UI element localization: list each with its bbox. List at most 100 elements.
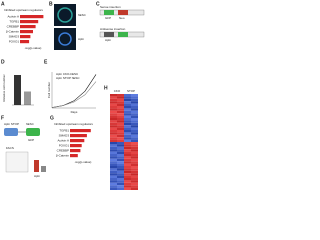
heatmap-cell	[117, 187, 124, 190]
heatmap-cell	[124, 137, 131, 140]
heatmap-cell	[117, 130, 124, 133]
heatmap-cell	[124, 122, 131, 126]
line-series	[51, 81, 97, 108]
heatmap-cell	[131, 173, 138, 176]
heatmap-cell	[117, 146, 124, 150]
heatmap-cell	[117, 168, 124, 171]
heatmap-cell	[117, 161, 124, 164]
heatmap-cell	[110, 161, 117, 164]
heatmap-cell	[110, 122, 117, 126]
category-label: TGFB1	[59, 128, 69, 132]
heatmap-cell	[117, 98, 124, 102]
category-label: FOXO1	[9, 39, 20, 43]
apln-box	[104, 32, 114, 37]
heatmap-cell	[131, 96, 138, 99]
heatmap-cell	[131, 115, 138, 118]
heatmap-cell	[110, 180, 117, 183]
heatmap-cell	[124, 158, 131, 162]
figure: A B C D E F G H Inhibited upstream regulators Act…	[1, 1, 145, 190]
heatmap-cell	[117, 115, 124, 118]
axis-label: Days	[71, 110, 78, 114]
heatmap-cell	[117, 125, 124, 128]
heatmap-cell	[117, 166, 124, 169]
facs-plot	[5, 151, 29, 173]
heatmap-cell	[110, 98, 117, 102]
heatmap-cell	[131, 118, 138, 121]
heatmap-cell	[110, 94, 117, 97]
heatmap-cell	[117, 156, 124, 159]
panel-letter: A	[1, 1, 5, 7]
category-label: SMAD3	[9, 34, 20, 38]
heatmap-cell	[117, 149, 124, 152]
heatmap-cell	[117, 103, 124, 106]
column-label: STOP	[127, 89, 135, 93]
heatmap-cell	[131, 127, 138, 130]
heatmap-cell	[124, 161, 131, 164]
heatmap-cell	[124, 187, 131, 190]
image-label: Apln	[78, 37, 84, 41]
heatmap-cell	[110, 166, 117, 169]
heatmap-cell	[117, 122, 124, 126]
heatmap-cell	[124, 134, 131, 138]
heatmap-cell	[131, 170, 138, 174]
heatmap-cell	[110, 144, 117, 147]
heatmap-cell	[131, 146, 138, 150]
gfp-box	[104, 10, 114, 15]
heatmap-cell	[124, 103, 131, 106]
category-label: Activin A	[7, 14, 19, 18]
neo-box	[118, 10, 128, 15]
heatmap-cell	[110, 146, 117, 150]
heatmap-cell	[110, 118, 117, 121]
heatmap-cell	[117, 154, 124, 157]
panel-letter: D	[1, 59, 5, 65]
bar	[20, 40, 30, 44]
heatmap-cell	[131, 137, 138, 140]
bar	[20, 30, 33, 34]
heatmap-cell	[117, 158, 124, 162]
heatmap-cell	[117, 170, 124, 174]
heatmap-cell	[131, 94, 138, 97]
category-label: SMAD3	[59, 133, 70, 137]
heatmap-cell	[117, 96, 124, 99]
heatmap-cell	[131, 166, 138, 169]
heatmap-cell	[131, 139, 138, 142]
heatmap-cell	[124, 163, 131, 166]
heatmap-cell	[110, 149, 117, 152]
heatmap-cell	[110, 101, 117, 104]
heatmap-cell	[117, 178, 124, 181]
heatmap-cell	[117, 132, 124, 135]
panel-title: Inhibited upstream regulators	[4, 8, 43, 12]
heatmap-cell	[117, 134, 124, 138]
heatmap-cell	[131, 163, 138, 166]
category-label: Activin A	[57, 138, 69, 142]
heatmap-cell	[131, 168, 138, 171]
heatmap-cell	[117, 142, 124, 145]
heatmap-cell	[124, 156, 131, 159]
heatmap-cell	[124, 178, 131, 181]
legend-label: Apln CKO-hESC	[56, 72, 79, 76]
heatmap-cell	[110, 137, 117, 140]
panel-letter: F	[1, 115, 4, 121]
heatmap-cell	[131, 161, 138, 164]
heatmap-cell	[131, 178, 138, 181]
heatmap-cell	[110, 156, 117, 159]
heatmap-cell	[124, 175, 131, 178]
heatmap-cell	[131, 144, 138, 147]
heatmap-cell	[131, 130, 138, 133]
heatmap-cell	[110, 142, 117, 145]
heatmap-cell	[131, 175, 138, 178]
category-label: β-Catenin	[56, 153, 69, 157]
panel-letter: E	[44, 59, 48, 65]
axis-label: Cell number	[47, 82, 51, 98]
heatmap-cell	[124, 120, 131, 123]
heatmap-cell	[110, 187, 117, 190]
heatmap-cell	[131, 134, 138, 138]
heatmap-cell	[124, 154, 131, 157]
image-label: hESC	[78, 13, 87, 17]
heatmap-cell	[110, 127, 117, 130]
heatmap-cell	[110, 132, 117, 135]
heatmap-cell	[124, 98, 131, 102]
diagram-label: Antisense insertion	[100, 27, 126, 31]
heatmap-cell	[124, 115, 131, 118]
heatmap-cell	[124, 127, 131, 130]
